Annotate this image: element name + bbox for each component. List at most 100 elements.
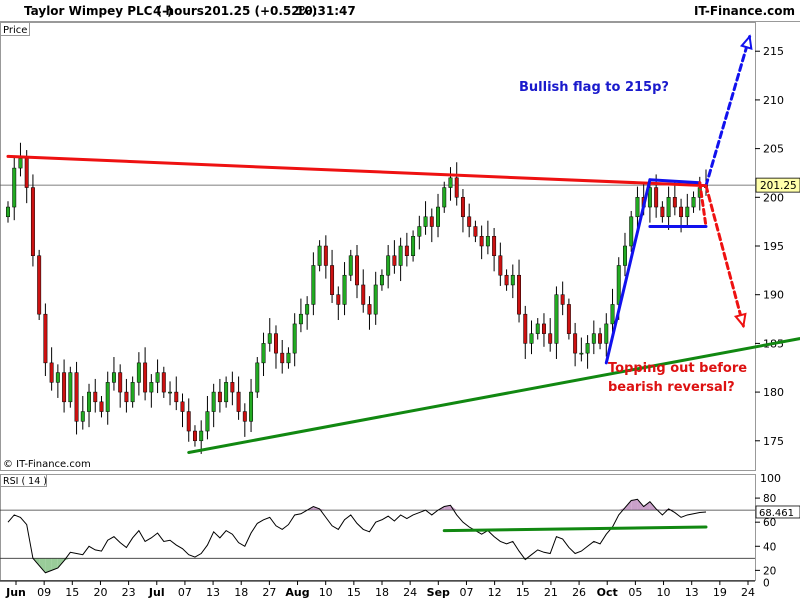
x-tick-label: 27 xyxy=(262,586,276,599)
candle-body xyxy=(367,304,372,315)
candle-body xyxy=(336,294,341,305)
x-tick-label: 26 xyxy=(572,586,586,599)
candle-body xyxy=(274,333,278,354)
candle-body xyxy=(280,352,285,364)
candle-body xyxy=(180,401,185,412)
x-tick-label: 15 xyxy=(516,586,530,599)
candle-body xyxy=(473,226,478,237)
price-y-tick-label: 175 xyxy=(763,435,784,448)
rsi-y-tick-label: 80 xyxy=(763,493,776,505)
bearish-projection-arrow-head xyxy=(733,312,747,329)
candle-body xyxy=(118,372,123,393)
candle-body xyxy=(691,197,696,208)
candle-body xyxy=(504,274,509,286)
candle-body xyxy=(249,391,254,422)
candle-body xyxy=(161,372,166,393)
candle-body xyxy=(236,391,241,412)
candle-body xyxy=(448,177,453,188)
time-label: 10:31:47 xyxy=(296,4,356,18)
rsi-y-tick-label: 40 xyxy=(763,541,776,553)
candle-body xyxy=(679,206,684,218)
candle-body xyxy=(635,197,640,218)
last-price-label: 201.25 xyxy=(760,180,797,192)
price-label-box xyxy=(0,22,30,36)
x-tick-label: 21 xyxy=(544,586,558,599)
candle-body xyxy=(87,391,91,412)
last-price-box xyxy=(755,177,800,193)
candle-body xyxy=(523,313,528,344)
candle-body xyxy=(616,265,621,305)
price-y-tick-label: 190 xyxy=(763,289,784,302)
candle-body xyxy=(74,372,79,422)
candle-body xyxy=(604,323,609,344)
candle-body xyxy=(591,333,596,344)
price-panel: Price 175180185190195200205210215201.25 … xyxy=(0,22,800,471)
x-tick-label: 10 xyxy=(657,586,671,599)
candle-body xyxy=(30,187,35,256)
price-y-tick-label: 210 xyxy=(763,94,784,107)
candle-body xyxy=(429,216,434,227)
x-tick-label: Sep xyxy=(427,586,450,599)
candle-body xyxy=(130,382,135,403)
rsi-top-label: 100 xyxy=(760,472,781,485)
candle-body xyxy=(124,391,129,403)
candle-body xyxy=(217,391,222,403)
candle-body xyxy=(398,245,403,266)
x-tick-label: 13 xyxy=(206,586,220,599)
candle-body xyxy=(68,372,73,403)
candle-body xyxy=(37,255,42,315)
quote-label: 201.25 (+0.52%) xyxy=(204,4,317,18)
x-tick-label: Jul xyxy=(148,586,165,599)
bullish-projection-arrow xyxy=(704,35,752,188)
candle-body xyxy=(155,372,160,383)
candle-body xyxy=(666,197,671,218)
candle-body xyxy=(361,284,366,305)
rsi-overbought-fill xyxy=(631,499,638,511)
candle-body xyxy=(224,382,229,403)
candle-body xyxy=(211,391,216,412)
x-tick-label: 10 xyxy=(319,586,333,599)
candle-body xyxy=(62,372,67,403)
x-tick-label: 13 xyxy=(685,586,699,599)
candle-body xyxy=(517,274,521,315)
candle-body xyxy=(305,304,310,315)
candle-body xyxy=(411,236,416,256)
candle-body xyxy=(548,333,553,344)
candle-body xyxy=(149,382,154,393)
rsi-oversold-fill xyxy=(39,558,46,573)
x-tick-label: 23 xyxy=(122,586,136,599)
candle-body xyxy=(267,333,272,344)
bearish-annotation-line2: bearish reversal? xyxy=(608,380,735,395)
candle-body xyxy=(55,372,60,383)
x-tick-label: 07 xyxy=(178,586,192,599)
rsi-trend-line xyxy=(442,525,708,533)
flag-pole-line xyxy=(604,178,652,365)
bearish-projection-arrow xyxy=(704,184,745,328)
candle-body xyxy=(168,391,172,394)
watermark: © IT-Finance.com xyxy=(3,459,91,470)
candle-body xyxy=(585,343,590,354)
candle-body xyxy=(261,343,266,364)
candle-body xyxy=(143,362,148,393)
candle-body xyxy=(629,216,634,247)
instrument-name: Taylor Wimpey PLC (-) xyxy=(24,4,173,18)
candle-body xyxy=(111,372,116,383)
candle-body xyxy=(529,333,534,344)
candle-body xyxy=(685,206,690,218)
candle-body xyxy=(43,313,48,364)
x-tick-label: 19 xyxy=(713,586,727,599)
flag-right-edge xyxy=(698,181,708,229)
x-tick-label: 09 xyxy=(37,586,51,599)
candle-body xyxy=(342,274,347,305)
candle-body xyxy=(672,197,677,208)
candle-body xyxy=(485,236,490,247)
x-tick-label: 24 xyxy=(403,586,417,599)
candle-body xyxy=(510,274,515,286)
rsi-panel: RSI ( 14 ) 100 20 40 60 80 0 68.461 xyxy=(0,472,800,589)
flag-top-line xyxy=(648,178,702,185)
candle-body xyxy=(6,206,10,218)
x-tick-label: 15 xyxy=(347,586,361,599)
candle-body xyxy=(93,391,98,403)
candle-body xyxy=(598,333,603,344)
candle-body xyxy=(355,255,359,286)
